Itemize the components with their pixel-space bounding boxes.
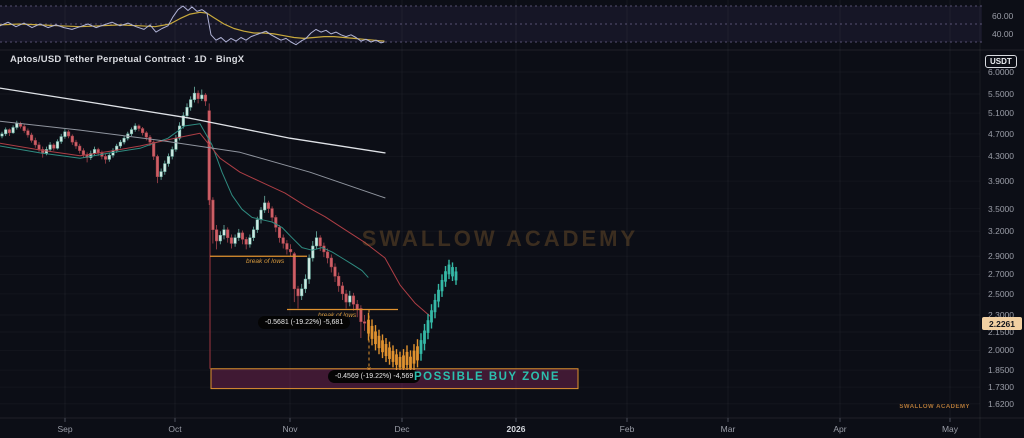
price-tick-label: 3.9000 xyxy=(988,176,1014,186)
break-of-lows-label-1[interactable]: break of lows xyxy=(246,258,285,265)
price-tick-label: 1.6200 xyxy=(988,399,1014,409)
symbol-title: Aptos/USD Tether Perpetual Contract · 1D… xyxy=(10,54,245,65)
price-tick-label: 2.5000 xyxy=(988,289,1014,299)
price-tick-label: 3.5000 xyxy=(988,204,1014,214)
price-tick-label: 3.2000 xyxy=(988,226,1014,236)
svg-text:×: × xyxy=(367,364,372,373)
price-tick-label: 1.8500 xyxy=(988,365,1014,375)
price-tick-label: 1.7300 xyxy=(988,382,1014,392)
time-tick-label: Mar xyxy=(720,424,736,434)
currency-toggle-button[interactable]: USDT xyxy=(985,55,1017,68)
time-tick-label: Nov xyxy=(282,424,298,434)
time-tick-label: May xyxy=(941,424,959,434)
possible-buy-zone-label[interactable]: POSSIBLE BUY ZONE xyxy=(413,371,561,383)
current-price-badge: 2.2261 xyxy=(982,317,1022,330)
price-tick-label: 2.3000 xyxy=(988,310,1014,320)
time-tick-label: Oct xyxy=(168,424,182,434)
price-tick-label: 4.7000 xyxy=(988,129,1014,139)
price-tick-label: 5.1000 xyxy=(988,108,1014,118)
measure-tooltip-2: -0.4569 (-19.22%) -4,569 xyxy=(328,370,421,383)
time-tick-label: 2026 xyxy=(506,424,526,434)
price-tick-label: 4.3000 xyxy=(988,151,1014,161)
time-tick-label: Apr xyxy=(833,424,847,434)
price-tick-label: 2.0000 xyxy=(988,345,1014,355)
price-tick-label: 2.1500 xyxy=(988,327,1014,337)
price-tick-label: 2.9000 xyxy=(988,251,1014,261)
measure-tooltip-1: -0.5681 (-19.22%) -5,681 xyxy=(258,316,351,329)
brand-small-text: SWALLOW ACADEMY xyxy=(899,404,970,410)
watermark-text: SWALLOW ACADEMY xyxy=(361,226,639,251)
break-of-lows-label-2[interactable]: break of lows xyxy=(318,312,357,319)
time-tick-label: Feb xyxy=(619,424,635,434)
price-tick-label: 5.5000 xyxy=(988,89,1014,99)
rsi-level-label-60: 60.00 xyxy=(992,11,1014,21)
time-tick-label: Dec xyxy=(394,424,410,434)
rsi-level-label-40: 40.00 xyxy=(992,29,1014,39)
time-tick-label: Sep xyxy=(57,424,73,434)
price-tick-label: 6.0000 xyxy=(988,67,1014,77)
price-tick-label: 2.7000 xyxy=(988,269,1014,279)
